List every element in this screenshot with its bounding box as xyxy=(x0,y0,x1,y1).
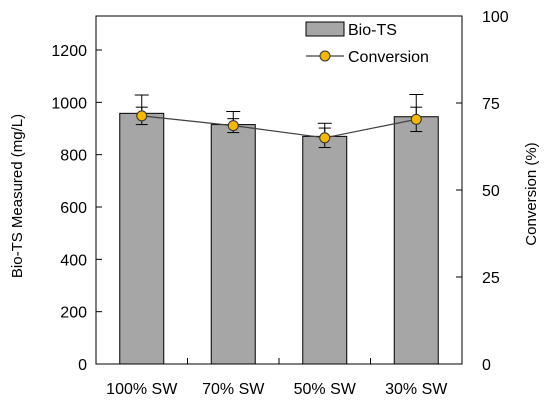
y-tick-label-400: 400 xyxy=(60,252,87,269)
error-bars-layer xyxy=(134,93,424,137)
left-axis-ticks: 0 200 400 600 800 1000 1200 xyxy=(51,43,102,374)
y-tick-label-1000: 1000 xyxy=(51,95,87,112)
x-tick-label-4: 30% SW xyxy=(385,381,448,398)
conversion-line xyxy=(141,115,417,139)
bar-1 xyxy=(119,112,165,365)
x-tick-label-1: 100% SW xyxy=(106,381,178,398)
conversion-line-layer xyxy=(135,106,423,149)
bars-layer xyxy=(119,112,439,365)
y2-axis-title: Conversion (%) xyxy=(523,142,540,245)
x-axis-ticks: 100% SW 70% SW 50% SW 30% SW xyxy=(106,358,448,398)
bar-3 xyxy=(302,135,348,365)
conversion-point-2 xyxy=(227,120,239,132)
bar-2 xyxy=(210,124,256,365)
bar-4 xyxy=(393,116,439,365)
legend-swatch-marker-conversion xyxy=(319,50,331,62)
y2-tick-label-75: 75 xyxy=(482,96,500,113)
legend-label-conversion: Conversion xyxy=(348,49,429,66)
y-axis-title: Bio-TS Measured (mg/L) xyxy=(9,114,26,278)
right-axis-ticks: 0 25 50 75 100 xyxy=(456,9,509,374)
legend-label-bio-ts: Bio-TS xyxy=(348,22,397,39)
y-tick-label-600: 600 xyxy=(60,200,87,217)
conversion-point-3 xyxy=(319,132,331,144)
conversion-point-4 xyxy=(410,113,422,125)
y-tick-label-0: 0 xyxy=(78,357,87,374)
y2-tick-label-25: 25 xyxy=(482,270,500,287)
y-tick-label-800: 800 xyxy=(60,148,87,165)
legend-swatch-bio-ts xyxy=(305,21,345,37)
y2-tick-label-100: 100 xyxy=(482,9,509,26)
conversion-point-1 xyxy=(136,110,148,122)
y-tick-label-200: 200 xyxy=(60,305,87,322)
y2-tick-label-0: 0 xyxy=(482,357,491,374)
y-tick-label-1200: 1200 xyxy=(51,43,87,60)
y2-tick-label-50: 50 xyxy=(482,183,500,200)
x-tick-label-3: 50% SW xyxy=(294,381,357,398)
legend: Bio-TS Conversion xyxy=(305,21,429,66)
x-tick-label-2: 70% SW xyxy=(202,381,265,398)
